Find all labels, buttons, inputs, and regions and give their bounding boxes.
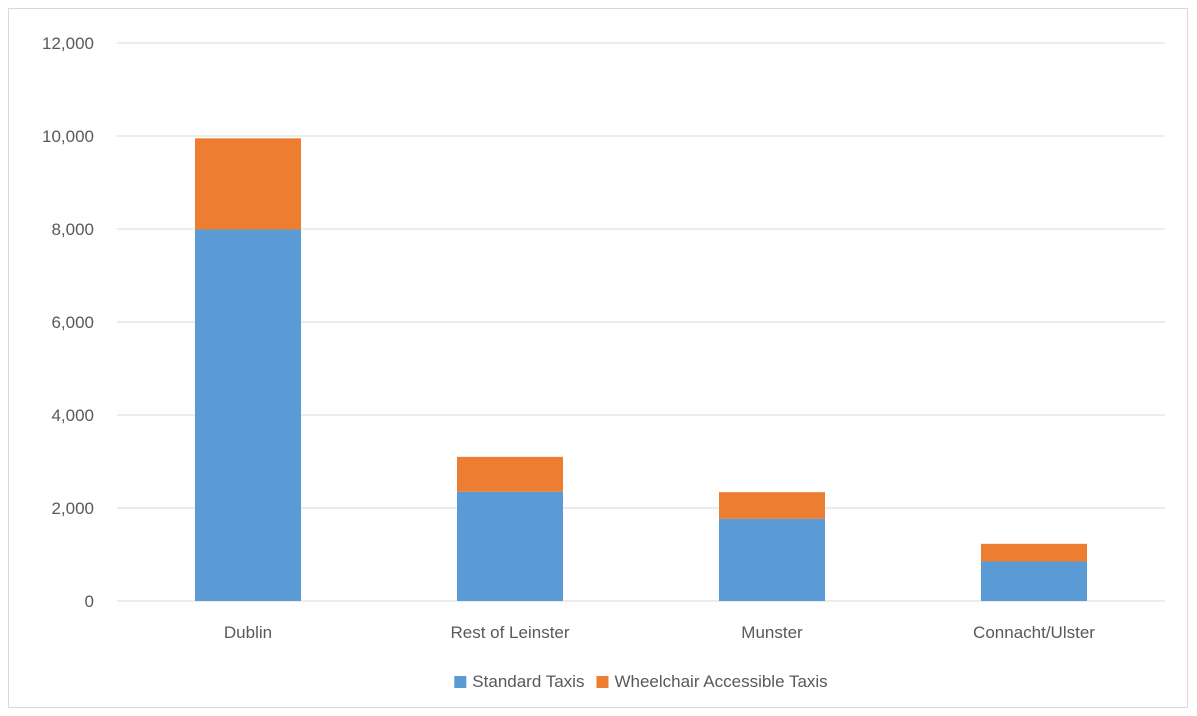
y-tick-label: 0	[85, 592, 94, 611]
y-axis-tick-labels: 0 2,000 4,000 6,000 8,000 10,000 12,000	[42, 34, 94, 611]
y-tick-label: 10,000	[42, 127, 94, 146]
y-tick-label: 2,000	[51, 499, 94, 518]
y-tick-label: 4,000	[51, 406, 94, 425]
legend: Standard Taxis Wheelchair Accessible Taxi…	[454, 672, 828, 691]
bar-wheelchair-accessible-taxis-0	[195, 138, 301, 230]
bar-standard-taxis-3	[981, 561, 1087, 601]
x-tick-label: Munster	[741, 623, 803, 642]
legend-swatch	[596, 676, 609, 688]
legend-item-standard-taxis[interactable]: Standard Taxis	[454, 672, 584, 691]
bar-standard-taxis-1	[457, 491, 563, 601]
x-axis-tick-labels: Dublin Rest of Leinster Munster Connacht/Ul…	[224, 623, 1095, 642]
bar-wheelchair-accessible-taxis-1	[457, 456, 563, 492]
x-tick-label: Rest of Leinster	[450, 623, 569, 642]
bar-standard-taxis-0	[195, 229, 301, 601]
legend-item-wheelchair-accessible-taxis[interactable]: Wheelchair Accessible Taxis	[596, 672, 828, 691]
y-tick-label: 12,000	[42, 34, 94, 53]
x-tick-label: Dublin	[224, 623, 272, 642]
bar-wheelchair-accessible-taxis-3	[981, 543, 1087, 562]
legend-swatch	[454, 676, 467, 688]
legend-label: Standard Taxis	[472, 672, 584, 691]
bars	[195, 138, 1087, 601]
y-tick-label: 6,000	[51, 313, 94, 332]
x-tick-label: Connacht/Ulster	[973, 623, 1095, 642]
y-tick-label: 8,000	[51, 220, 94, 239]
legend-label: Wheelchair Accessible Taxis	[614, 672, 827, 691]
bar-standard-taxis-2	[719, 518, 825, 601]
bar-wheelchair-accessible-taxis-2	[719, 492, 825, 519]
